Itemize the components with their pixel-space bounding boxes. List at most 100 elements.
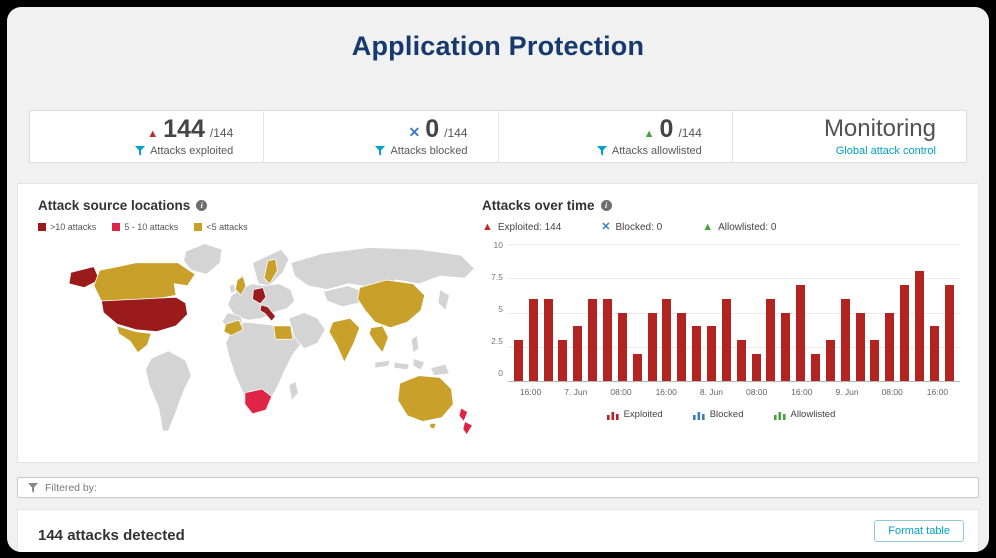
map-germany[interactable] [252,287,267,305]
gridline [508,312,960,314]
map-india[interactable] [328,317,360,363]
bar[interactable] [617,312,627,381]
filter-bar[interactable]: Filtered by: [17,477,979,498]
stat-label: Attacks blocked [390,144,468,157]
bar[interactable] [766,298,776,381]
map-southeast-asia[interactable] [368,325,389,354]
monitoring-mode-label: Monitoring [823,114,936,142]
dashboard: Application Protection ▲ 144 /144 Attack… [7,7,989,552]
y-axis: 10 7.5 5 2.5 0 [482,240,508,378]
x-tick: 08:00 [745,387,768,397]
warning-triangle-icon: ▲ [482,221,493,233]
map-alaska[interactable] [68,266,100,289]
bar[interactable] [677,312,687,381]
attacks-over-time-panel: Attacks over time i ▲ Exploited: 144 ✕ Blo… [474,184,978,462]
chart-title: Attacks over time [482,198,595,213]
chart-legend-bottom: Exploited Blocked Allowlisted [482,409,960,420]
bar[interactable] [796,285,806,381]
map-africa [225,321,301,411]
info-icon[interactable]: i [196,200,208,211]
map-new-guinea [429,363,450,376]
bar[interactable] [781,312,791,381]
mini-bars-icon [692,411,705,420]
legend-toggle-allowlisted[interactable]: Allowlisted [773,409,835,420]
x-tick: 9. Jun [835,387,859,397]
map-australia[interactable] [397,375,454,422]
stat-attacks-blocked[interactable]: ✕ 0 /144 Attacks blocked [264,111,499,162]
legend-swatch-low [194,223,203,231]
bar[interactable] [558,339,568,381]
attacks-table-card: 144 attacks detected Format table Public… [17,509,979,552]
stat-total: /144 [209,125,234,140]
bars [508,244,960,381]
filter-funnel-icon [596,145,607,156]
gridline [508,244,960,245]
map-sweden[interactable] [263,258,278,285]
stat-label: Attacks allowlisted [611,144,702,157]
bar[interactable] [721,298,731,381]
stat-attacks-exploited[interactable]: ▲ 144 /144 Attacks exploited [30,111,265,162]
y-tick: 7.5 [491,272,503,282]
map-philippines [410,335,420,354]
bar[interactable] [662,298,672,381]
bar[interactable] [825,339,835,381]
bar[interactable] [855,312,865,381]
plot-area [508,244,960,382]
map-uk[interactable] [234,275,247,296]
bar[interactable] [573,326,583,381]
y-tick: 2.5 [491,336,503,346]
info-icon[interactable]: i [600,200,612,211]
filter-funnel-icon [135,145,146,156]
map-tasmania[interactable] [429,423,437,430]
bar[interactable] [929,326,939,381]
bar[interactable] [870,339,880,381]
stat-value: 0 [425,114,440,143]
stat-attacks-allowlisted[interactable]: ▲ 0 /144 Attacks allowlisted [499,111,733,162]
bar[interactable] [840,298,850,381]
stat-total: /144 [444,125,468,140]
x-tick: 08:00 [881,387,903,397]
bar[interactable] [900,285,910,381]
filter-funnel-icon [375,145,386,156]
map-south-africa[interactable] [244,388,273,415]
map-new-zealand[interactable] [458,407,473,436]
bar[interactable] [692,326,702,381]
legend-toggle-exploited[interactable]: Exploited [606,409,663,420]
bar[interactable] [603,298,613,381]
map-mexico[interactable] [116,325,152,354]
bar[interactable] [915,271,925,381]
bar[interactable] [513,339,523,381]
x-tick: 7. Jun [564,387,588,397]
map-italy[interactable] [259,304,276,322]
legend-label: Allowlisted: 0 [718,222,777,233]
bar[interactable] [543,298,553,381]
bar[interactable] [751,353,761,381]
map-legend: >10 attacks 5 - 10 attacks <5 attacks [38,222,470,232]
map-russia [290,247,475,290]
bar[interactable] [647,312,657,381]
map-china[interactable] [357,279,426,329]
world-map [68,243,475,436]
attacks-detected-heading: 144 attacks detected [38,527,185,544]
format-table-button[interactable]: Format table [874,520,964,542]
bar[interactable] [736,339,746,381]
y-tick: 10 [493,240,503,250]
stat-total: /144 [678,125,702,140]
bar[interactable] [528,298,538,381]
legend-toggle-blocked[interactable]: Blocked [692,409,744,420]
bar[interactable] [707,326,717,381]
bar[interactable] [944,285,954,381]
map-morocco[interactable] [223,319,244,336]
bar[interactable] [632,353,642,381]
bar[interactable] [811,353,821,381]
bar[interactable] [588,298,598,381]
x-tick: 8. Jun [699,387,723,397]
filter-label: Filtered by: [45,481,97,494]
global-attack-control-link[interactable]: Global attack control [835,145,936,158]
map-egypt[interactable] [273,325,294,340]
stat-monitoring-mode: Monitoring Global attack control [733,111,966,162]
map-usa[interactable] [101,296,188,332]
bar[interactable] [885,312,895,381]
blocked-x-icon: ✕ [601,221,611,233]
map-canada[interactable] [93,262,196,302]
